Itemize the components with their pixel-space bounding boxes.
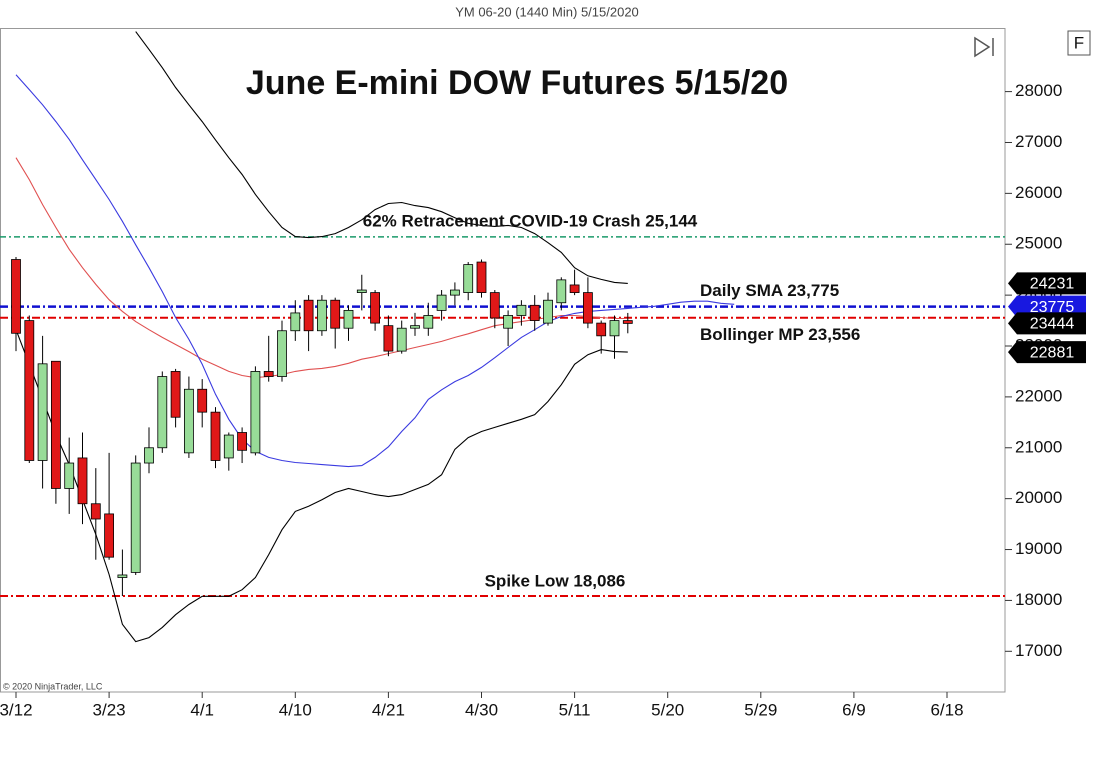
candle-body: [609, 320, 620, 337]
y-tick-label: 17000: [1015, 641, 1062, 660]
y-tick-label: 20000: [1015, 488, 1062, 507]
reference-label: Spike Low 18,086: [485, 572, 626, 591]
reference-label: Daily SMA 23,775: [700, 281, 839, 300]
candle-body: [583, 292, 593, 324]
candle-body: [237, 432, 248, 451]
candle-body: [223, 434, 234, 459]
candle-body: [516, 304, 527, 316]
reference-label: Bollinger MP 23,556: [700, 325, 860, 344]
candle-body: [263, 371, 274, 377]
price-tag: [1008, 295, 1086, 318]
candle-body: [436, 294, 447, 311]
y-tick-label: 28000: [1015, 81, 1062, 100]
price-tag-label: 24231: [1030, 276, 1075, 293]
candle-body: [144, 447, 154, 464]
candle-body: [24, 320, 35, 461]
candle-body: [64, 462, 75, 489]
candle-body: [11, 259, 21, 334]
candle-body: [543, 299, 553, 324]
play-icon[interactable]: [974, 36, 994, 58]
candle-body: [356, 289, 367, 293]
indicator-line: [15, 74, 735, 468]
x-tick-label: 3/12: [0, 700, 33, 719]
candle-body: [130, 462, 141, 573]
price-tag-label: 22881: [1030, 344, 1075, 361]
price-tag-label: 23444: [1030, 316, 1075, 333]
candle-body: [529, 304, 540, 321]
reference-label: 62% Retracement COVID-19 Crash 25,144: [363, 211, 698, 230]
x-tick-label: 3/23: [93, 700, 126, 719]
x-tick-label: 6/18: [930, 700, 963, 719]
candle-body: [250, 371, 261, 454]
x-tick-label: 5/20: [651, 700, 684, 719]
indicator-line: [15, 329, 628, 643]
x-tick-label: 4/1: [190, 700, 214, 719]
y-tick-label: 26000: [1015, 183, 1062, 202]
copyright: © 2020 NinjaTrader, LLC: [3, 681, 103, 691]
candle-body: [170, 371, 181, 418]
price-tag-label: 23775: [1030, 299, 1075, 316]
candle-body: [77, 457, 88, 505]
candle-body: [463, 264, 474, 293]
candle-body: [157, 376, 168, 449]
candle-body: [449, 289, 460, 296]
price-tag: [1008, 272, 1086, 295]
x-tick-label: 5/11: [559, 700, 591, 719]
y-tick-label: 27000: [1015, 132, 1062, 151]
candle-body: [210, 411, 221, 461]
button-label[interactable]: F: [1074, 33, 1084, 52]
candle-body: [503, 315, 514, 329]
y-tick-label: 22000: [1015, 386, 1062, 405]
candle-body: [330, 299, 341, 329]
plot-border: [0, 28, 1006, 693]
button[interactable]: [1067, 30, 1091, 56]
candle-body: [183, 388, 194, 454]
price-tag: [1008, 312, 1086, 335]
y-tick-label: 25000: [1015, 234, 1062, 253]
candle-body: [556, 279, 567, 304]
candle-body: [383, 325, 394, 352]
candle-body: [396, 327, 407, 352]
indicator-line: [15, 157, 628, 379]
candle-body: [476, 261, 487, 293]
plot-area: [0, 31, 1005, 643]
x-tick-label: 5/29: [744, 700, 777, 719]
candle-body: [423, 315, 434, 329]
price-tag: [1008, 341, 1086, 364]
indicator-line: [135, 31, 628, 284]
candle-body: [51, 360, 61, 489]
candle-body: [569, 284, 580, 293]
x-tick-label: 4/21: [372, 700, 405, 719]
candle-body: [410, 325, 420, 329]
candle-body: [117, 574, 128, 578]
candle-body: [303, 299, 314, 332]
chart-title: June E-mini DOW Futures 5/15/20: [246, 64, 788, 102]
candle-body: [290, 312, 301, 332]
candle-body: [197, 388, 208, 413]
candle-body: [343, 309, 354, 329]
candle-body: [622, 320, 633, 324]
y-tick-label: 21000: [1015, 437, 1062, 456]
candle-body: [370, 292, 381, 324]
x-tick-label: 6/9: [842, 700, 866, 719]
candle-body: [596, 322, 607, 337]
candle-body: [316, 299, 327, 332]
candle-body: [277, 330, 287, 377]
x-tick-label: 4/10: [279, 700, 312, 719]
candle-body: [37, 363, 48, 461]
candle-body: [104, 513, 114, 558]
header: YM 06-20 (1440 Min) 5/15/2020: [455, 4, 639, 19]
x-tick-label: 4/30: [465, 700, 498, 719]
y-tick-label: 18000: [1015, 590, 1062, 609]
y-tick-label: 19000: [1015, 539, 1062, 558]
candle-body: [489, 292, 500, 319]
candle-body: [90, 503, 101, 520]
